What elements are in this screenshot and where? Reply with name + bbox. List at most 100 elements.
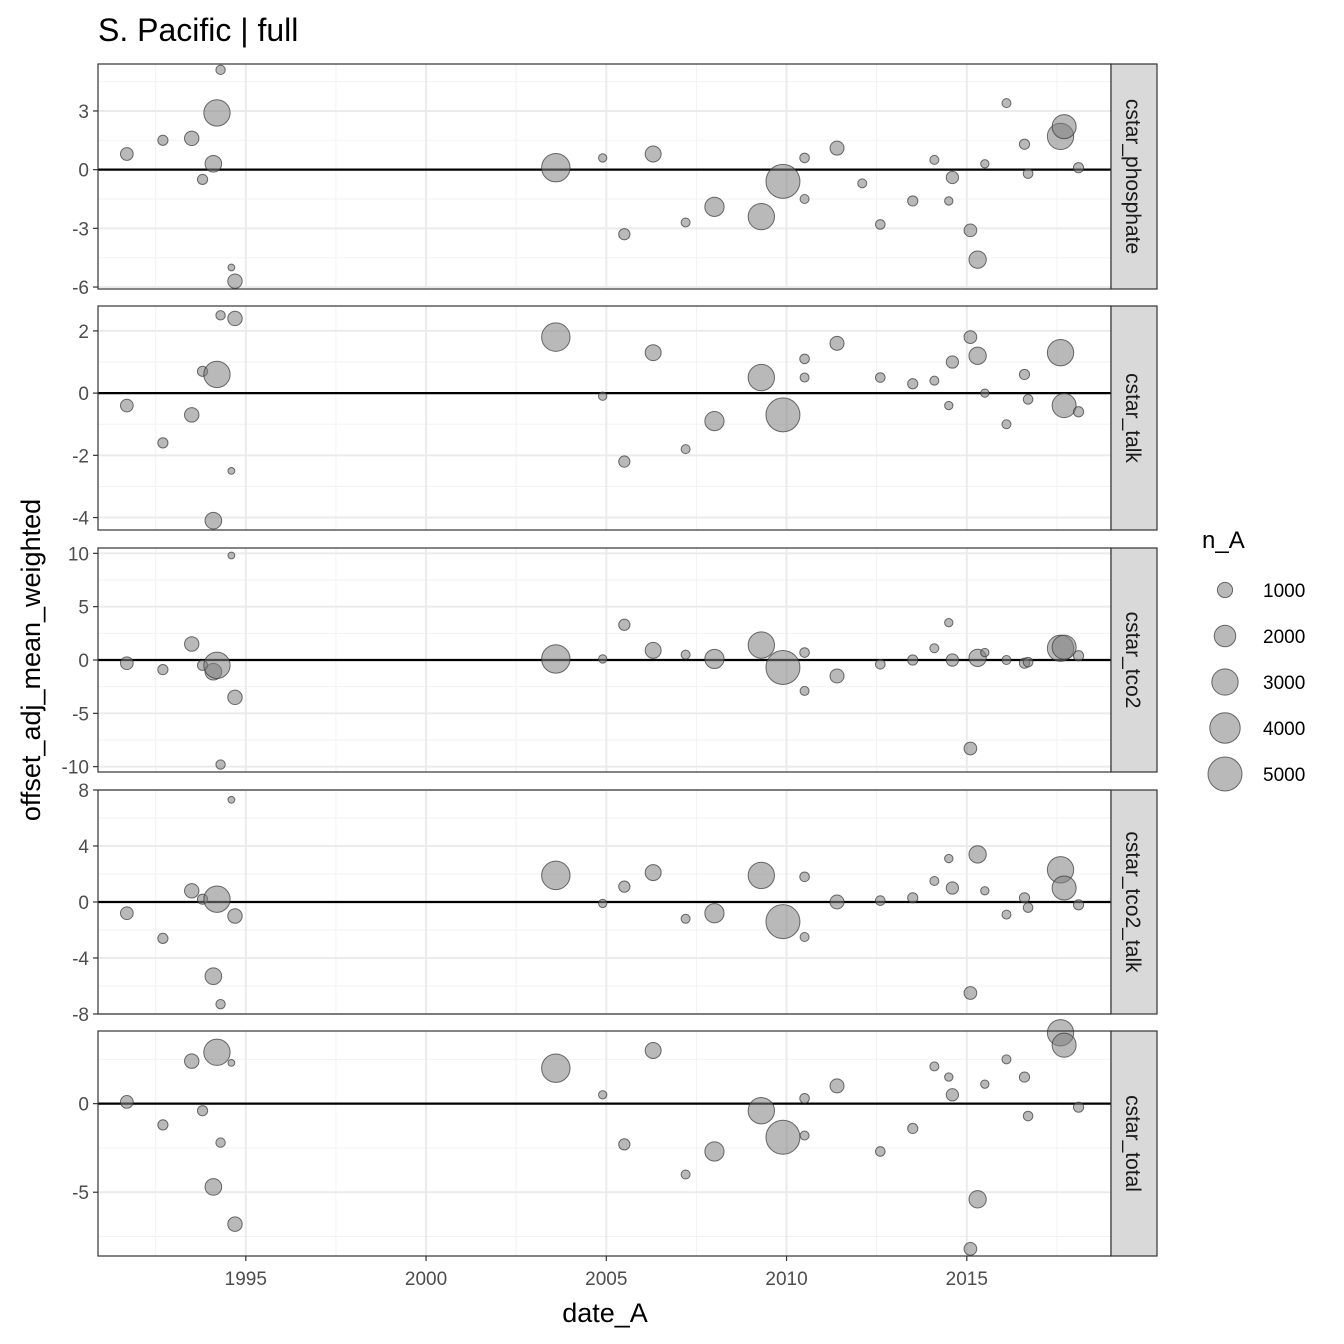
data-point [644,864,662,882]
legend-label: 1000 [1263,581,1305,602]
legend-label: 2000 [1263,627,1305,648]
data-point [204,511,223,530]
data-point [704,196,725,217]
data-point [1046,338,1075,367]
data-point [157,1119,169,1131]
data-point [541,644,571,674]
data-point [907,1122,919,1135]
data-point [119,656,134,671]
data-point [119,147,134,161]
data-point [980,886,990,896]
facet-strip-label: cstar_tco2_talk [1121,831,1144,973]
data-point [1022,394,1034,405]
facet-strip [1110,63,1158,290]
data-point [119,906,134,921]
data-point [968,346,987,365]
y-tick-label: -3 [72,219,89,240]
data-point [227,551,236,560]
data-point [747,1097,775,1125]
data-point [204,154,223,173]
data-point [215,64,226,76]
data-point [598,153,608,163]
data-point [618,228,631,241]
data-point [1001,98,1012,109]
y-tick-label: 10 [68,544,89,565]
data-point [227,273,243,289]
facet-strip [1110,547,1158,773]
data-point [196,173,209,186]
data-point [598,654,608,664]
data-point [944,400,954,411]
data-point [963,223,978,238]
data-point [1051,1032,1077,1058]
legend-label: 5000 [1263,765,1305,786]
data-point [598,1090,608,1100]
panel-cstar-phosphate: -6 -3 0 3 cstar_phosphate [72,63,1158,299]
data-point [157,932,169,945]
facet-strip [1110,789,1158,1015]
data-point [945,170,960,185]
x-axis: 1995 2000 2005 2010 2015 [225,1256,988,1290]
data-point [799,194,810,204]
data-point [618,455,631,468]
data-point [184,636,200,652]
data-point [215,310,226,321]
legend-key-circle [1209,712,1241,744]
data-point [747,363,775,392]
data-point [980,1079,990,1089]
facet-strip-label: cstar_tco2 [1121,612,1144,709]
y-tick-label: -8 [72,1005,89,1026]
legend-label: 3000 [1263,673,1305,694]
data-point [1022,902,1034,913]
data-point [907,654,919,666]
panel-cstar-tco2-talk: -8 -4 0 4 8 cstar_tco2_talk [72,781,1158,1026]
y-tick-label: 0 [78,893,89,914]
data-point [618,618,631,631]
data-point [799,647,810,658]
data-point [1022,168,1034,179]
data-point [829,335,845,351]
data-point [1022,1110,1034,1122]
data-point [1001,1054,1012,1065]
y-tick-label: 2 [78,322,89,343]
data-point [680,913,691,924]
data-point [227,1216,243,1232]
legend-label: 4000 [1263,719,1305,740]
facet-panels: -6 -3 0 3 cstar_phosphate -4 -2 0 2 cstar_talk -10… [62,63,1158,1257]
y-tick-label: -4 [72,949,89,970]
data-point [1022,656,1034,668]
data-point [874,219,886,230]
data-point [799,685,810,696]
data-point [184,407,200,423]
data-point [227,466,236,475]
panel-background [98,306,1111,530]
data-point [704,410,725,432]
data-point [874,895,886,906]
data-point [907,892,919,904]
data-point [227,795,236,804]
data-point [1018,1071,1031,1083]
y-tick-label: 4 [78,837,89,858]
data-point [203,885,231,913]
data-point [1001,655,1012,665]
data-point [598,391,608,401]
data-point [945,355,960,369]
data-point [644,641,662,659]
data-point [980,647,990,658]
data-point [968,845,987,864]
data-point [1001,909,1012,920]
x-tick-label: 2000 [405,1269,447,1290]
data-point [857,178,868,189]
data-point [1051,634,1077,660]
data-point [980,159,990,169]
data-point [829,1078,845,1094]
panel-background [98,1031,1111,1256]
data-point [747,202,775,231]
legend-title: n_A [1202,527,1245,554]
data-point [874,658,886,670]
panel-background [98,64,1111,289]
data-point [704,903,725,924]
facet-strip [1110,1030,1158,1257]
data-point [215,759,226,770]
data-point [598,898,608,909]
